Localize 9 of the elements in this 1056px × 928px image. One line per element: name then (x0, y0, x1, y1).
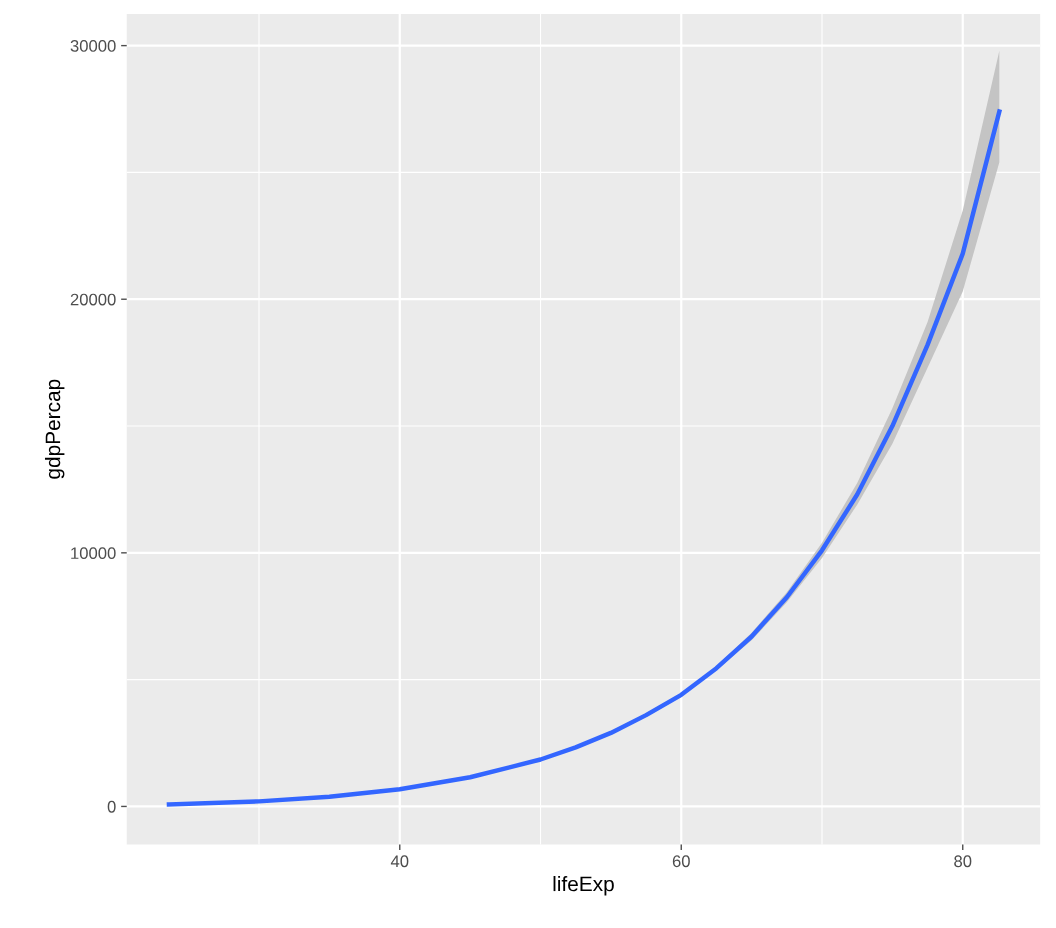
x-tick-label: 60 (672, 855, 690, 868)
x-tick-label: 80 (954, 855, 972, 868)
y-tick-label: 0 (107, 800, 116, 813)
x-axis-title: lifeExp (553, 875, 614, 896)
y-axis-title: gdpPercap (44, 379, 65, 479)
x-tick-label: 40 (390, 855, 409, 868)
y-tick-label: 30000 (70, 40, 116, 52)
y-tick-label: 20000 (70, 293, 116, 306)
y-tick-label: 10000 (71, 547, 116, 560)
